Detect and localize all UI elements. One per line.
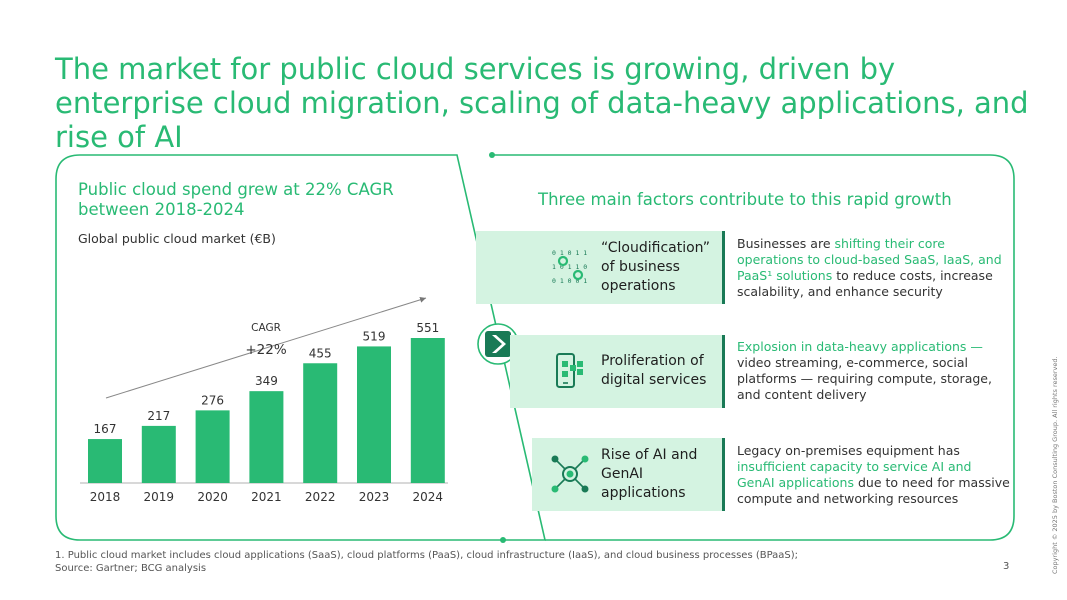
right-panel-outline [492, 154, 1015, 541]
bar-2019 [141, 425, 176, 483]
bar-value-label: 455 [309, 346, 332, 360]
cagr-label: CAGR [251, 322, 281, 334]
binary-gear-icon: 0 1 0 1 1 0 1 0 1 1 0 1 0 1 0 0 1 0 [552, 249, 591, 285]
x-tick-label: 2021 [251, 490, 282, 504]
factor-desc-3: Legacy on-premises equipment has insuffi… [737, 443, 1010, 506]
factor-divider-3 [722, 438, 725, 511]
svg-text:0 1 0 0 1 0: 0 1 0 0 1 0 [552, 277, 591, 285]
x-tick-label: 2020 [197, 490, 228, 504]
right-heading: Three main factors contribute to this ra… [538, 190, 952, 209]
bar-2024 [410, 338, 445, 483]
bar-value-label: 167 [94, 422, 117, 436]
cagr-arrow [105, 296, 427, 399]
chevron-right-icon [477, 323, 519, 365]
cagr-value: +22% [245, 342, 286, 358]
bar-value-label: 217 [147, 409, 170, 423]
slide-title: The market for public cloud services is … [55, 52, 1029, 154]
factor-title-1: “Cloudification” of business operations [601, 240, 711, 294]
bar-2021 [249, 391, 284, 483]
mobile-apps-icon [556, 353, 583, 388]
bar-2022 [303, 363, 338, 483]
factor-band-2 [510, 335, 722, 408]
bar-2020 [195, 410, 230, 483]
factor-title-2: Proliferation of digital services [601, 353, 707, 388]
factor-desc-1: Businesses are shifting their core opera… [737, 236, 1002, 299]
frame-dot-top [489, 152, 495, 158]
bar-2018 [88, 439, 122, 483]
factor-divider-2 [722, 335, 725, 408]
factor-title-3: Rise of AI and GenAI applications [601, 447, 698, 501]
footnote-text: 1. Public cloud market includes cloud ap… [55, 550, 799, 561]
page-number: 3 [1003, 561, 1010, 572]
bar-value-label: 349 [255, 374, 278, 388]
factor-divider-1 [722, 231, 725, 304]
bar-value-label: 551 [416, 321, 439, 335]
left-panel-outline [55, 154, 547, 541]
footnote: 1. Public cloud market includes cloud ap… [55, 549, 798, 575]
left-heading: Public cloud spend grew at 22% CAGR betw… [78, 180, 394, 219]
source-text: Source: Gartner; BCG analysis [55, 563, 207, 574]
factor-band-1 [476, 231, 722, 304]
bar-value-label: 519 [363, 329, 386, 343]
bar-value-label: 276 [201, 393, 224, 407]
svg-text:0 1 0 1 1 0: 0 1 0 1 1 0 [552, 249, 591, 257]
frame-dot-bottom [500, 537, 506, 543]
x-tick-label: 2024 [413, 490, 444, 504]
x-tick-label: 2023 [359, 490, 390, 504]
x-tick-label: 2018 [90, 490, 121, 504]
x-tick-label: 2019 [144, 490, 175, 504]
bar-2023 [357, 346, 391, 483]
x-tick-label: 2022 [305, 490, 336, 504]
factor-desc-2: Explosion in data-heavy applications — v… [737, 339, 992, 402]
svg-text:1 0 1 1 0 1: 1 0 1 1 0 1 [552, 263, 591, 271]
ai-network-icon [551, 455, 589, 493]
chart-subtitle: Global public cloud market (€B) [78, 231, 276, 246]
copyright-text: Copyright © 2025 by Boston Consulting Gr… [1051, 356, 1059, 574]
